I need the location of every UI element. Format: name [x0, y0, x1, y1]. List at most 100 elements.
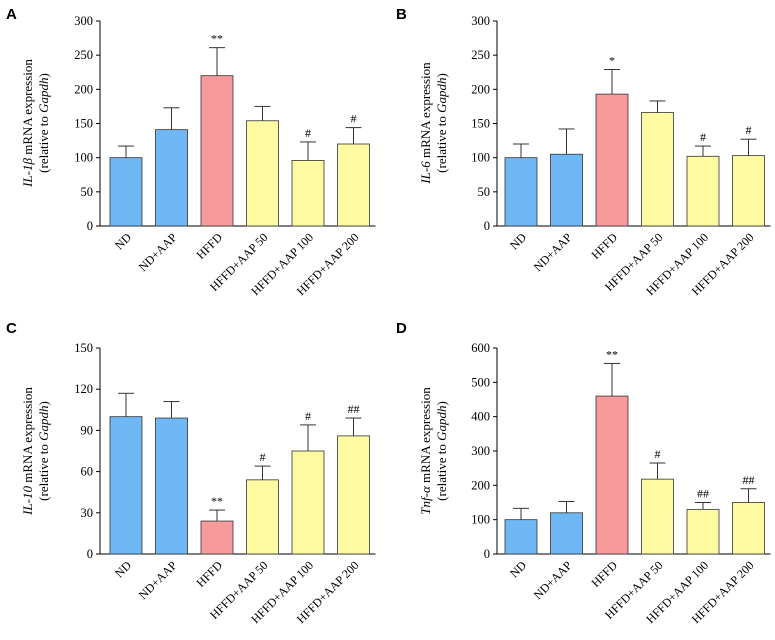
significance-marker: **	[606, 347, 618, 361]
x-tick-label: ND	[507, 230, 529, 252]
y-tick-label: 300	[74, 14, 93, 28]
significance-marker: #	[305, 409, 311, 423]
y-tick-label: 300	[471, 14, 490, 28]
significance-marker: **	[211, 494, 223, 508]
significance-marker: #	[305, 126, 311, 140]
bar-hffd-aap-50	[246, 120, 279, 227]
significance-marker: #	[351, 112, 357, 126]
y-tick-label: 0	[484, 547, 490, 561]
panel-b: B 0 50 100 150 200 250 300 IL-6 mRNA expression(…	[396, 6, 771, 298]
y-tick-label: 0	[87, 547, 93, 561]
panel-letter: D	[396, 320, 407, 337]
y-tick-label: 100	[471, 513, 490, 527]
y-axis-label: Tnf-α mRNA expression (relative to Gapdh)	[418, 387, 449, 515]
bar-nd-aap	[155, 417, 188, 555]
y-tick-label: 150	[471, 117, 490, 131]
significance-marker: *	[609, 54, 615, 68]
significance-marker: #	[700, 130, 706, 144]
panel-letter: A	[6, 6, 17, 23]
significance-marker: **	[211, 32, 223, 46]
y-axis-label: IL-10 mRNA expression (relative to Gapdh)	[20, 387, 51, 516]
x-tick-label: ND	[507, 558, 529, 580]
y-label-pre: (relative to	[434, 113, 449, 173]
bar-hffd-aap-100	[686, 155, 720, 227]
bar-nd	[504, 157, 538, 227]
bar-hffd-aap-200	[732, 155, 765, 227]
y-tick-label: 100	[471, 151, 490, 165]
significance-marker: #	[260, 450, 266, 464]
bar-hffd-aap-50	[641, 112, 674, 227]
panel-a: A 0 50 100 150 200 250 300 IL-1β mRNA expression…	[6, 6, 376, 298]
bar-nd	[109, 157, 143, 227]
y-tick-label: 500	[471, 375, 490, 389]
significance-marker: #	[655, 447, 661, 461]
y-tick-label: 100	[74, 151, 93, 165]
x-tick-label: ND+AAP	[531, 558, 575, 602]
bar-hffd-aap-200	[337, 143, 370, 227]
y-tick-label: 30	[81, 506, 94, 520]
y-tick-label: 200	[471, 82, 490, 96]
y-axis-label-line2: (relative to Gapdh)	[434, 401, 449, 501]
y-label-post: )	[36, 401, 51, 405]
bar-hffd	[200, 520, 234, 555]
y-axis-label-line1: IL-6 mRNA expression	[418, 62, 433, 185]
significance-marker: ##	[743, 473, 755, 487]
x-tick-label: HFFD	[589, 558, 621, 590]
y-axis-label-line1: Tnf-α mRNA expression	[418, 387, 433, 515]
x-tick-label: HFFD	[589, 230, 621, 262]
y-label-pre: (relative to	[36, 113, 51, 173]
y-tick-label: 60	[81, 465, 94, 479]
y-tick-label: 400	[471, 410, 490, 424]
bar-hffd-aap-50	[641, 478, 674, 555]
bar-hffd-aap-50	[246, 479, 279, 555]
significance-marker: ##	[697, 487, 709, 501]
y-tick-label: 120	[74, 382, 93, 396]
y-label-post: )	[36, 73, 51, 77]
bar-hffd-aap-200	[337, 435, 370, 555]
y-tick-label: 250	[74, 48, 93, 62]
gene-name: IL-10	[20, 486, 35, 516]
x-tick-label: HFFD	[194, 230, 226, 262]
y-tick-label: 300	[471, 444, 490, 458]
y-tick-label: 90	[81, 423, 94, 437]
bar-nd-aap	[550, 512, 583, 555]
bar-hffd-aap-100	[291, 159, 325, 227]
y-label-rest: mRNA expression	[418, 387, 433, 486]
y-tick-label: 200	[74, 82, 93, 96]
reference-gene: Gapdh	[36, 78, 51, 113]
y-axis-label-line1: IL-1β mRNA expression	[20, 59, 35, 188]
gene-name: Tnf-α	[418, 485, 433, 515]
x-tick-label: ND+AAP	[136, 230, 180, 274]
x-tick-label: ND+AAP	[136, 558, 180, 602]
bar-nd	[109, 416, 143, 555]
panel-letter: C	[6, 320, 17, 337]
x-tick-label: ND	[112, 230, 134, 252]
bar-nd	[504, 519, 538, 555]
x-tick-label: HFFD	[194, 558, 226, 590]
bar-nd-aap	[155, 129, 188, 227]
x-tick-label: ND	[112, 558, 134, 580]
bar-hffd-aap-100	[686, 508, 720, 555]
panel-d: D 0 100 200 300 400 500 600 Tnf-α mRNA expressio…	[396, 320, 771, 626]
y-tick-label: 50	[478, 185, 491, 199]
y-label-post: )	[434, 73, 449, 77]
y-label-pre: (relative to	[434, 441, 449, 501]
significance-marker: #	[746, 123, 752, 137]
y-axis-label-line2: (relative to Gapdh)	[434, 73, 449, 173]
bar-hffd-aap-200	[732, 502, 765, 555]
y-tick-label: 150	[74, 341, 93, 355]
y-axis-label: IL-1β mRNA expression (relative to Gapdh)	[20, 59, 51, 188]
reference-gene: Gapdh	[434, 406, 449, 441]
y-axis-label-line2: (relative to Gapdh)	[36, 73, 51, 173]
bar-hffd	[595, 93, 629, 227]
y-axis-label: IL-6 mRNA expression (relative to Gapdh)	[418, 62, 449, 185]
bar-hffd	[200, 75, 234, 227]
y-tick-label: 600	[471, 341, 490, 355]
x-tick-label: ND+AAP	[531, 230, 575, 274]
y-label-rest: mRNA expression	[20, 387, 35, 486]
y-axis-label-line2: (relative to Gapdh)	[36, 401, 51, 501]
bar-hffd-aap-100	[291, 450, 325, 555]
reference-gene: Gapdh	[36, 406, 51, 441]
y-label-rest: mRNA expression	[418, 62, 433, 161]
